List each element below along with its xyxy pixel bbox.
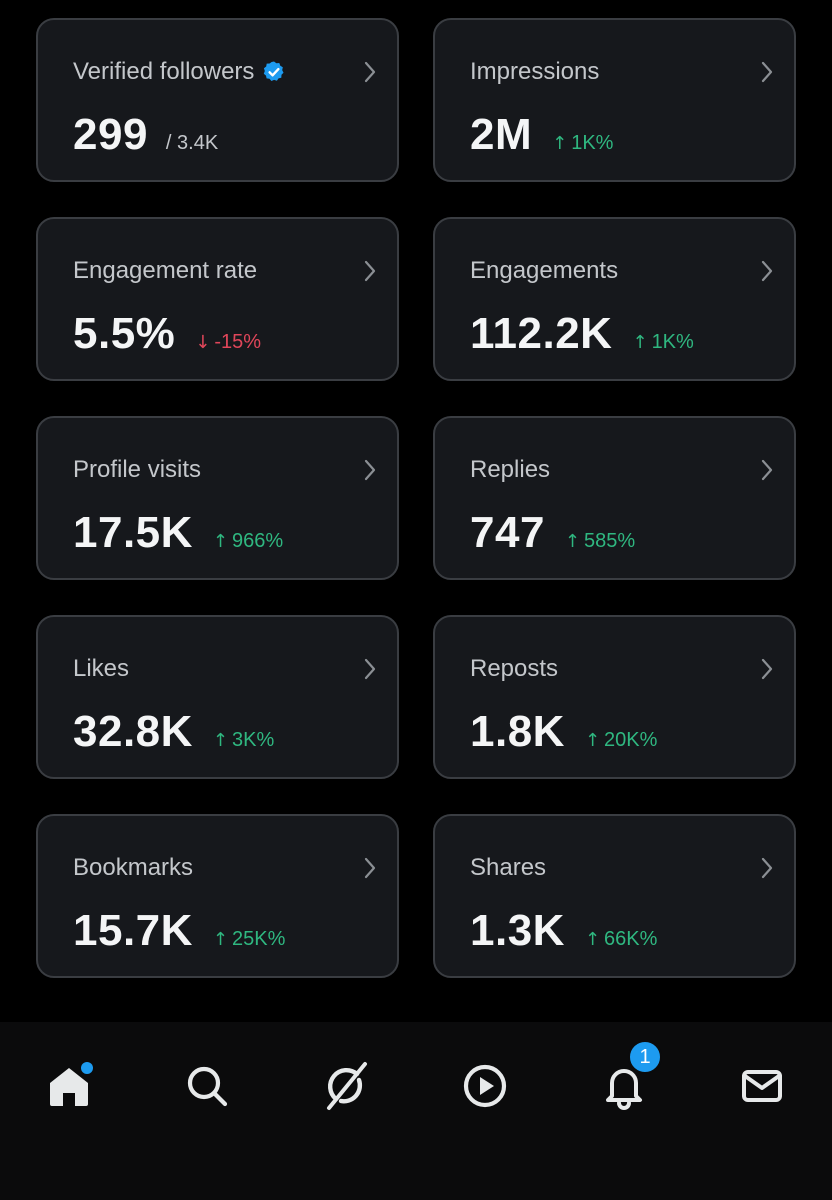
metric-change-value: 66K% bbox=[604, 928, 658, 950]
metric-value: 1.8K bbox=[470, 707, 565, 756]
metric-value: 32.8K bbox=[73, 707, 193, 756]
metric-change-value: 20K% bbox=[604, 729, 658, 751]
metric-change: ↑ 966% bbox=[213, 530, 283, 553]
metric-card-engagements[interactable]: Engagements 112.2K ↑ 1K% bbox=[433, 217, 796, 381]
chevron-right-icon bbox=[761, 857, 773, 879]
metric-value-row: 15.7K ↑ 25K% bbox=[73, 906, 285, 956]
metric-value-row: 2M ↑ 1K% bbox=[470, 110, 613, 160]
metric-change-value: -15% bbox=[214, 331, 262, 353]
metric-label: Engagements bbox=[470, 257, 619, 284]
metric-label: Shares bbox=[470, 854, 547, 881]
metric-card-likes[interactable]: Likes 32.8K ↑ 3K% bbox=[36, 615, 399, 779]
notifications-bell-icon bbox=[606, 1069, 642, 1110]
arrow-up-icon: ↑ bbox=[564, 531, 581, 552]
metric-card-impressions[interactable]: Impressions 2M ↑ 1K% bbox=[433, 18, 796, 182]
arrow-up-icon: ↑ bbox=[552, 133, 568, 154]
metric-change-value: 1K% bbox=[571, 132, 614, 154]
chevron-right-icon bbox=[364, 260, 376, 282]
metric-label: Reposts bbox=[470, 655, 559, 682]
home-icon bbox=[50, 1068, 88, 1106]
metric-card-verified-followers[interactable]: Verified followers 299 / 3.4K bbox=[36, 18, 399, 182]
nav-messages[interactable] bbox=[722, 1046, 802, 1126]
bottom-nav-bar: 1 bbox=[0, 1022, 832, 1200]
metric-value-row: 1.8K ↑ 20K% bbox=[470, 707, 657, 757]
metric-value: 5.5% bbox=[73, 309, 176, 358]
metric-label: Replies bbox=[470, 456, 551, 483]
metric-change: ↓ -15% bbox=[195, 331, 261, 354]
metric-value-row: 5.5% ↓ -15% bbox=[73, 309, 261, 359]
metric-change: ↑ 25K% bbox=[213, 928, 285, 951]
metric-value: 1.3K bbox=[470, 906, 565, 955]
metric-card-bookmarks[interactable]: Bookmarks 15.7K ↑ 25K% bbox=[36, 814, 399, 978]
metric-change-value: 25K% bbox=[232, 928, 286, 950]
metric-value-row: 747 ↑ 585% bbox=[470, 508, 635, 558]
chevron-right-icon bbox=[761, 658, 773, 680]
metric-card-engagement-rate[interactable]: Engagement rate 5.5% ↓ -15% bbox=[36, 217, 399, 381]
arrow-up-icon: ↑ bbox=[212, 730, 229, 751]
home-unread-dot bbox=[81, 1062, 93, 1074]
metric-label: Likes bbox=[73, 655, 130, 682]
metric-value: 299 bbox=[73, 110, 148, 159]
metric-value: 2M bbox=[470, 110, 533, 159]
arrow-up-icon: ↑ bbox=[632, 332, 648, 353]
arrow-down-icon: ↓ bbox=[195, 332, 211, 353]
search-icon bbox=[187, 1066, 228, 1107]
metric-label: Impressions bbox=[470, 58, 600, 85]
arrow-up-icon: ↑ bbox=[584, 929, 601, 950]
metric-label-wrap: Verified followers bbox=[73, 58, 286, 86]
metric-value-row: 299 / 3.4K bbox=[73, 110, 218, 160]
chevron-right-icon bbox=[364, 658, 376, 680]
metric-change: ↑ 3K% bbox=[213, 729, 274, 752]
messages-envelope-icon bbox=[742, 1070, 782, 1102]
arrow-up-icon: ↑ bbox=[584, 730, 601, 751]
nav-search[interactable] bbox=[167, 1046, 247, 1126]
arrow-up-icon: ↑ bbox=[212, 531, 229, 552]
metric-card-replies[interactable]: Replies 747 ↑ 585% bbox=[433, 416, 796, 580]
chevron-right-icon bbox=[364, 857, 376, 879]
metric-value: 17.5K bbox=[73, 508, 193, 557]
metric-value-row: 32.8K ↑ 3K% bbox=[73, 707, 274, 757]
verified-badge-icon bbox=[264, 61, 284, 81]
metric-change-value: 585% bbox=[584, 530, 636, 552]
metric-change-value: 3K% bbox=[232, 729, 275, 751]
chevron-right-icon bbox=[761, 61, 773, 83]
chevron-right-icon bbox=[364, 61, 376, 83]
metric-change: ↑ 66K% bbox=[585, 928, 657, 951]
metric-label: Profile visits bbox=[73, 456, 202, 483]
metric-change-value: 966% bbox=[232, 530, 284, 552]
metric-label: Verified followers bbox=[73, 58, 255, 85]
metric-card-reposts[interactable]: Reposts 1.8K ↑ 20K% bbox=[433, 615, 796, 779]
notifications-badge: 1 bbox=[628, 1040, 662, 1074]
metric-value-row: 17.5K ↑ 966% bbox=[73, 508, 283, 558]
nav-grok[interactable] bbox=[305, 1046, 385, 1126]
grok-icon bbox=[327, 1062, 367, 1110]
metrics-grid: Verified followers 299 / 3.4K Impression… bbox=[36, 18, 796, 978]
metric-change: ↑ 1K% bbox=[632, 331, 693, 354]
nav-notifications[interactable]: 1 bbox=[584, 1040, 664, 1126]
metric-total: / 3.4K bbox=[165, 132, 219, 154]
metric-value-row: 112.2K ↑ 1K% bbox=[470, 309, 694, 359]
metric-card-profile-visits[interactable]: Profile visits 17.5K ↑ 966% bbox=[36, 416, 399, 580]
metric-value: 747 bbox=[470, 508, 545, 557]
nav-video[interactable] bbox=[445, 1046, 525, 1126]
metric-label: Engagement rate bbox=[73, 257, 258, 284]
chevron-right-icon bbox=[761, 459, 773, 481]
metric-change: ↑ 1K% bbox=[552, 132, 613, 155]
chevron-right-icon bbox=[761, 260, 773, 282]
chevron-right-icon bbox=[364, 459, 376, 481]
metric-change: ↑ 20K% bbox=[585, 729, 657, 752]
video-play-icon bbox=[463, 1064, 507, 1108]
metric-change: ↑ 585% bbox=[565, 530, 635, 553]
metric-value: 15.7K bbox=[73, 906, 193, 955]
metric-value-row: 1.3K ↑ 66K% bbox=[470, 906, 657, 956]
arrow-up-icon: ↑ bbox=[212, 929, 229, 950]
nav-home[interactable] bbox=[29, 1046, 109, 1126]
metric-value: 112.2K bbox=[470, 309, 613, 358]
metric-change-value: 1K% bbox=[651, 331, 694, 353]
metric-card-shares[interactable]: Shares 1.3K ↑ 66K% bbox=[433, 814, 796, 978]
metric-label: Bookmarks bbox=[73, 854, 194, 881]
